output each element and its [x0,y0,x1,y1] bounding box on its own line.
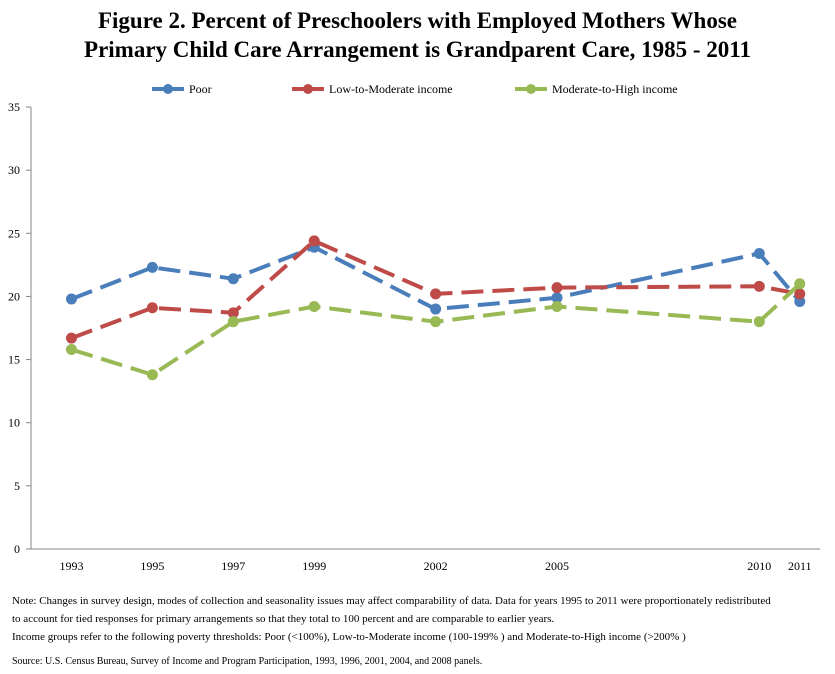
data-point-low-to-moderate-income-2010 [753,280,765,292]
data-point-low-to-moderate-income-1997 [227,307,239,319]
x-tick-label-1997: 1997 [221,559,245,573]
data-point-low-to-moderate-income-1999 [308,235,320,247]
data-point-poor-2002 [430,303,442,315]
note-line-3: Income groups refer to the following pov… [12,631,686,643]
y-tick-label-35: 35 [8,100,20,114]
data-point-poor-2010 [753,247,765,259]
data-point-poor-1997 [227,273,239,285]
series-line-low-to-moderate-income [70,238,801,340]
data-point-low-to-moderate-income-2011 [794,288,806,300]
data-point-moderate-to-high-income-2002 [430,316,442,328]
x-tick-label-1999: 1999 [302,559,326,573]
legend-marker-poor [163,84,173,94]
y-tick-label-15: 15 [8,353,20,367]
x-tick-label-2010: 2010 [747,559,771,573]
x-tick-label-2005: 2005 [545,559,569,573]
data-point-moderate-to-high-income-2011 [794,278,806,290]
y-tick-label-10: 10 [8,416,20,430]
source-note: Source: U.S. Census Bureau, Survey of In… [12,656,483,667]
x-tick-label-2011: 2011 [788,559,812,573]
data-point-poor-2005 [551,292,563,304]
chart-title-line1: Figure 2. Percent of Preschoolers with E… [97,8,737,33]
x-tick-label-1995: 1995 [140,559,164,573]
note-line-1: Note: Changes in survey design, modes of… [12,595,771,607]
y-tick-label-30: 30 [8,163,20,177]
x-tick-label-2002: 2002 [424,559,448,573]
data-point-moderate-to-high-income-1995 [146,369,158,381]
chart-notes: Note: Changes in survey design, modes of… [12,592,827,646]
data-point-moderate-to-high-income-2010 [753,316,765,328]
series-line-poor [70,245,802,312]
legend-label-low-to-moderate-income: Low-to-Moderate income [329,82,453,96]
x-tick-label-1993: 1993 [59,559,83,573]
data-point-low-to-moderate-income-1993 [65,332,77,344]
legend-label-poor: Poor [189,82,212,96]
data-point-poor-1993 [65,293,77,305]
chart-title-line2: Primary Child Care Arrangement is Grandp… [84,37,751,62]
data-point-moderate-to-high-income-1997 [227,316,239,328]
series-line-moderate-to-high-income [70,282,802,377]
data-point-low-to-moderate-income-2005 [551,282,563,294]
data-point-moderate-to-high-income-1999 [308,301,320,313]
legend-marker-low-to-moderate-income [303,84,313,94]
data-point-low-to-moderate-income-2002 [430,288,442,300]
legend-marker-moderate-to-high-income [526,84,536,94]
data-point-poor-2011 [794,295,806,307]
y-tick-label-5: 5 [14,479,20,493]
note-line-2: to account for tied responses for primar… [12,613,555,625]
legend-label-moderate-to-high-income: Moderate-to-High income [552,82,678,96]
y-tick-label-25: 25 [8,226,20,240]
line-chart: 0 5 10 15 20 25 30 35 1993 1995 1997 1999 2002 2005 20… [8,82,820,573]
chart-title: Figure 2. Percent of Preschoolers with E… [0,6,835,64]
y-tick-label-0: 0 [14,542,20,556]
data-point-poor-1995 [146,261,158,273]
data-point-moderate-to-high-income-2005 [551,301,563,313]
y-tick-label-20: 20 [8,289,20,303]
data-point-moderate-to-high-income-1993 [65,343,77,355]
data-point-low-to-moderate-income-1995 [146,302,158,314]
